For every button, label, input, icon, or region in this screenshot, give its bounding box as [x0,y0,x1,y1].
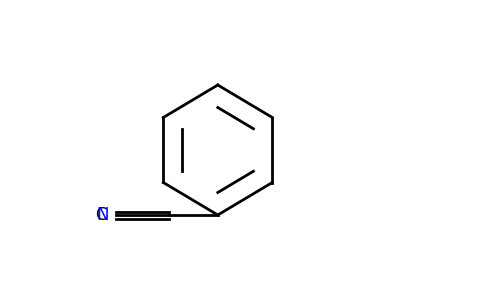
Text: N: N [97,206,109,224]
Text: C: C [95,206,106,224]
